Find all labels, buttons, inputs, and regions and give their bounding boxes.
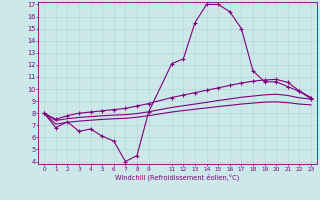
X-axis label: Windchill (Refroidissement éolien,°C): Windchill (Refroidissement éolien,°C) bbox=[116, 174, 240, 181]
